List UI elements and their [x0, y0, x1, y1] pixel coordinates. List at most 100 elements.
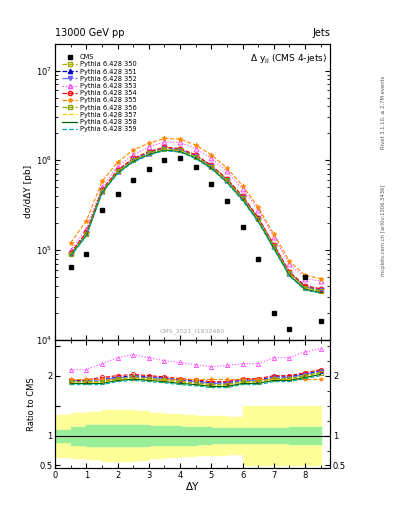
- CMS: [240, 224, 245, 230]
- Pythia 6.428 357: [131, 158, 136, 164]
- Pythia 6.428 355: [162, 135, 167, 141]
- Pythia 6.428 354: [209, 162, 214, 168]
- Pythia 6.428 350: [303, 285, 307, 291]
- Pythia 6.428 358: [303, 286, 307, 292]
- Pythia 6.428 358: [287, 272, 292, 279]
- Pythia 6.428 357: [287, 272, 292, 278]
- Pythia 6.428 359: [287, 273, 292, 279]
- Pythia 6.428 354: [256, 215, 261, 221]
- Pythia 6.428 357: [68, 252, 73, 258]
- Pythia 6.428 354: [147, 148, 151, 155]
- Line: Pythia 6.428 354: Pythia 6.428 354: [68, 145, 323, 291]
- CMS: [256, 255, 261, 262]
- Pythia 6.428 359: [99, 190, 104, 197]
- Pythia 6.428 354: [287, 269, 292, 275]
- Pythia 6.428 359: [209, 166, 214, 172]
- Pythia 6.428 358: [131, 158, 136, 164]
- Pythia 6.428 351: [131, 156, 136, 162]
- Pythia 6.428 356: [68, 251, 73, 257]
- Pythia 6.428 359: [147, 152, 151, 158]
- Pythia 6.428 356: [209, 163, 214, 169]
- Line: Pythia 6.428 353: Pythia 6.428 353: [68, 139, 323, 284]
- Pythia 6.428 357: [240, 196, 245, 202]
- Text: $\Delta$ y$_{\rm jj}$ (CMS 4-jets): $\Delta$ y$_{\rm jj}$ (CMS 4-jets): [250, 52, 327, 66]
- Y-axis label: dσ/dΔY [pb]: dσ/dΔY [pb]: [24, 165, 33, 218]
- Pythia 6.428 359: [115, 170, 120, 177]
- Pythia 6.428 359: [193, 156, 198, 162]
- Pythia 6.428 359: [162, 147, 167, 154]
- Pythia 6.428 353: [256, 207, 261, 213]
- Pythia 6.428 355: [193, 142, 198, 148]
- Pythia 6.428 358: [272, 245, 276, 251]
- Pythia 6.428 353: [84, 226, 89, 232]
- Pythia 6.428 358: [68, 252, 73, 259]
- Pythia 6.428 350: [193, 154, 198, 160]
- Text: Jets: Jets: [312, 28, 330, 38]
- Pythia 6.428 350: [272, 243, 276, 249]
- Pythia 6.428 357: [147, 151, 151, 157]
- Pythia 6.428 359: [272, 246, 276, 252]
- Pythia 6.428 355: [287, 258, 292, 264]
- Pythia 6.428 358: [99, 189, 104, 196]
- Pythia 6.428 355: [318, 275, 323, 282]
- Pythia 6.428 350: [115, 168, 120, 175]
- Pythia 6.428 358: [318, 289, 323, 295]
- Pythia 6.428 352: [115, 168, 120, 174]
- Pythia 6.428 354: [115, 167, 120, 173]
- Pythia 6.428 357: [193, 155, 198, 161]
- Pythia 6.428 355: [131, 147, 136, 153]
- CMS: [287, 327, 292, 333]
- Pythia 6.428 350: [209, 163, 214, 169]
- Pythia 6.428 355: [256, 204, 261, 210]
- Pythia 6.428 357: [84, 232, 89, 238]
- CMS: [318, 318, 323, 325]
- Pythia 6.428 358: [256, 218, 261, 224]
- Pythia 6.428 354: [240, 193, 245, 199]
- Pythia 6.428 350: [147, 150, 151, 156]
- CMS: [115, 191, 120, 197]
- Pythia 6.428 358: [209, 165, 214, 171]
- Pythia 6.428 356: [115, 168, 120, 175]
- Pythia 6.428 359: [303, 287, 307, 293]
- CMS: [84, 251, 89, 257]
- Pythia 6.428 351: [178, 146, 182, 153]
- Pythia 6.428 357: [209, 164, 214, 170]
- Pythia 6.428 358: [84, 232, 89, 239]
- Pythia 6.428 354: [318, 286, 323, 292]
- Pythia 6.428 355: [84, 218, 89, 224]
- CMS: [225, 198, 230, 204]
- Pythia 6.428 357: [115, 169, 120, 176]
- Pythia 6.428 354: [84, 229, 89, 236]
- Pythia 6.428 350: [240, 195, 245, 201]
- Pythia 6.428 358: [178, 148, 182, 155]
- Pythia 6.428 355: [240, 183, 245, 189]
- CMS: [209, 180, 214, 186]
- Pythia 6.428 355: [178, 136, 182, 142]
- Pythia 6.428 356: [84, 231, 89, 237]
- Pythia 6.428 357: [178, 148, 182, 154]
- Pythia 6.428 356: [303, 285, 307, 291]
- Pythia 6.428 351: [318, 287, 323, 293]
- Pythia 6.428 354: [225, 176, 230, 182]
- Pythia 6.428 352: [131, 157, 136, 163]
- Pythia 6.428 350: [68, 251, 73, 257]
- CMS: [99, 207, 104, 213]
- Pythia 6.428 353: [225, 168, 230, 175]
- Pythia 6.428 355: [99, 178, 104, 184]
- Pythia 6.428 357: [272, 244, 276, 250]
- Pythia 6.428 356: [147, 150, 151, 156]
- Line: Pythia 6.428 355: Pythia 6.428 355: [68, 136, 323, 281]
- Pythia 6.428 354: [99, 187, 104, 193]
- Pythia 6.428 350: [84, 231, 89, 237]
- Pythia 6.428 355: [115, 159, 120, 165]
- CMS: [162, 157, 167, 163]
- Pythia 6.428 356: [162, 145, 167, 152]
- Pythia 6.428 351: [162, 145, 167, 151]
- Pythia 6.428 359: [178, 149, 182, 155]
- Pythia 6.428 353: [240, 186, 245, 192]
- Pythia 6.428 352: [162, 145, 167, 152]
- Pythia 6.428 358: [147, 152, 151, 158]
- Pythia 6.428 355: [209, 152, 214, 158]
- Pythia 6.428 352: [99, 188, 104, 194]
- Pythia 6.428 356: [225, 177, 230, 183]
